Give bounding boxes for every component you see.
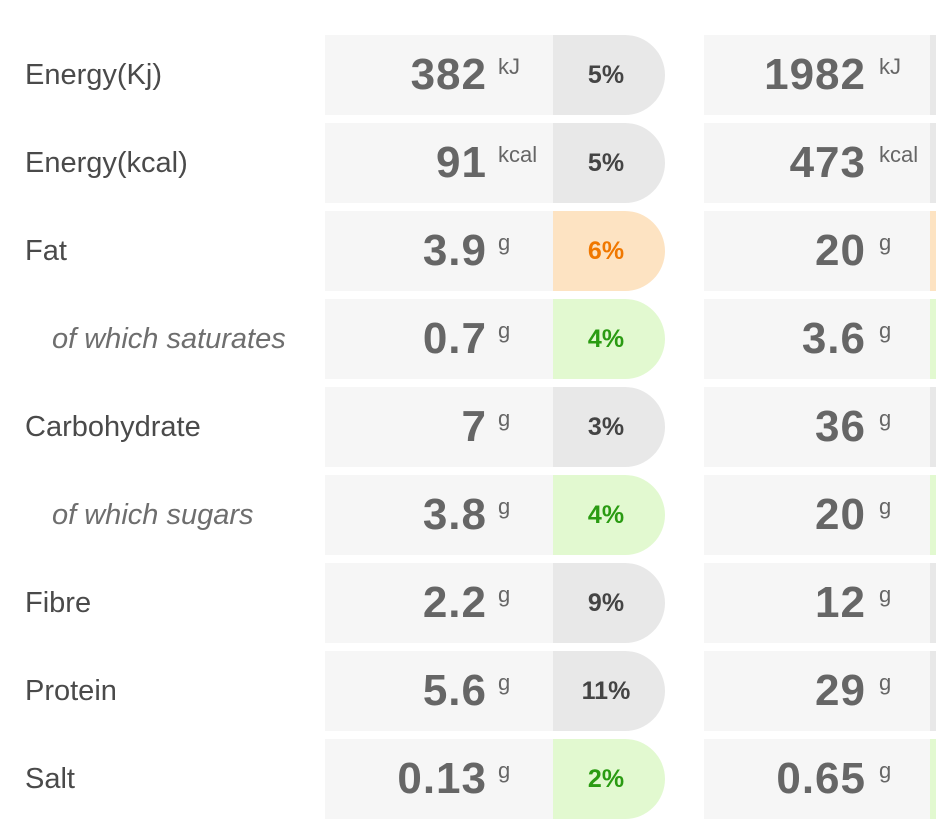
nutrient-label: Fibre — [25, 586, 92, 619]
per-portion-unit: kcal — [879, 142, 919, 167]
nutrient-label: Salt — [25, 762, 75, 795]
per-portion-cell: 0.65 g — [704, 739, 936, 819]
per-100g-unit: g — [498, 230, 511, 255]
reference-intake-percent: 9% — [553, 563, 665, 643]
per-100g-unit: g — [498, 494, 511, 519]
reference-intake-percent: 11% — [553, 651, 665, 731]
nutrient-row: Carbohydrate 7 g 3% 36 g — [0, 387, 936, 475]
per-100g-cell: 5.6 g — [325, 651, 555, 731]
per-portion-value: 473 — [789, 138, 866, 187]
nutrient-label: Carbohydrate — [25, 410, 201, 443]
level-indicator-strip — [930, 651, 936, 731]
per-portion-value: 20 — [815, 226, 866, 275]
per-100g-value: 3.8 — [422, 490, 487, 539]
per-portion-value: 3.6 — [801, 314, 866, 363]
per-100g-cell: 0.13 g — [325, 739, 555, 819]
nutrient-label: of which sugars — [52, 498, 254, 531]
per-100g-unit: g — [498, 758, 511, 783]
nutrient-row: Energy(Kj) 382 kJ 5% 1982 kJ — [0, 35, 936, 123]
nutrient-label: Fat — [25, 234, 67, 267]
per-100g-unit: g — [498, 670, 511, 695]
nutrient-label: Protein — [25, 674, 117, 707]
per-100g-unit: g — [498, 406, 511, 431]
nutrient-row: Fibre 2.2 g 9% 12 g — [0, 563, 936, 651]
reference-intake-percent: 2% — [553, 739, 665, 819]
nutrient-row: of which saturates 0.7 g 4% 3.6 g — [0, 299, 936, 387]
nutrient-row: Protein 5.6 g 11% 29 g — [0, 651, 936, 739]
per-100g-cell: 7 g — [325, 387, 555, 467]
per-100g-unit: kcal — [498, 142, 538, 167]
reference-intake-percent: 5% — [553, 123, 665, 203]
reference-intake-percent: 5% — [553, 35, 665, 115]
per-portion-unit: g — [879, 318, 892, 343]
per-100g-unit: g — [498, 582, 511, 607]
per-portion-cell: 12 g — [704, 563, 936, 643]
nutrient-row: Energy(kcal) 91 kcal 5% 473 kcal — [0, 123, 936, 211]
per-portion-unit: g — [879, 406, 892, 431]
per-100g-value: 0.7 — [422, 314, 487, 363]
level-indicator-strip — [930, 563, 936, 643]
per-portion-unit: kJ — [879, 54, 901, 79]
per-portion-cell: 29 g — [704, 651, 936, 731]
per-portion-cell: 473 kcal — [704, 123, 936, 203]
reference-intake-percent: 4% — [553, 299, 665, 379]
per-portion-value: 0.65 — [776, 754, 866, 803]
reference-intake-percent: 6% — [553, 211, 665, 291]
nutrient-row: of which sugars 3.8 g 4% 20 g — [0, 475, 936, 563]
per-100g-cell: 3.9 g — [325, 211, 555, 291]
level-indicator-strip — [930, 123, 936, 203]
level-indicator-strip — [930, 387, 936, 467]
reference-intake-percent: 3% — [553, 387, 665, 467]
per-portion-unit: g — [879, 582, 892, 607]
per-portion-cell: 20 g — [704, 475, 936, 555]
per-portion-cell: 20 g — [704, 211, 936, 291]
nutrition-table: Energy(Kj) 382 kJ 5% 1982 kJ Energy(kcal… — [0, 35, 936, 827]
per-portion-value: 29 — [815, 666, 866, 715]
per-portion-unit: g — [879, 494, 892, 519]
nutrient-label: Energy(Kj) — [25, 58, 162, 91]
per-100g-value: 7 — [461, 402, 487, 451]
nutrient-row: Salt 0.13 g 2% 0.65 g — [0, 739, 936, 827]
per-portion-cell: 3.6 g — [704, 299, 936, 379]
per-portion-unit: g — [879, 670, 892, 695]
per-100g-cell: 91 kcal — [325, 123, 555, 203]
per-portion-value: 12 — [815, 578, 866, 627]
per-100g-cell: 2.2 g — [325, 563, 555, 643]
level-indicator-strip — [930, 211, 936, 291]
per-portion-value: 36 — [815, 402, 866, 451]
per-100g-cell: 382 kJ — [325, 35, 555, 115]
level-indicator-strip — [930, 739, 936, 819]
nutrient-row: Fat 3.9 g 6% 20 g — [0, 211, 936, 299]
per-100g-value: 91 — [436, 138, 487, 187]
nutrient-label: Energy(kcal) — [25, 146, 188, 179]
per-portion-cell: 36 g — [704, 387, 936, 467]
nutrient-label: of which saturates — [52, 322, 286, 355]
level-indicator-strip — [930, 475, 936, 555]
per-portion-unit: g — [879, 758, 892, 783]
per-100g-value: 0.13 — [397, 754, 487, 803]
level-indicator-strip — [930, 299, 936, 379]
per-portion-value: 20 — [815, 490, 866, 539]
per-100g-cell: 3.8 g — [325, 475, 555, 555]
level-indicator-strip — [930, 35, 936, 115]
per-portion-cell: 1982 kJ — [704, 35, 936, 115]
per-100g-unit: g — [498, 318, 511, 343]
reference-intake-percent: 4% — [553, 475, 665, 555]
per-100g-value: 2.2 — [422, 578, 487, 627]
per-100g-value: 382 — [410, 50, 487, 99]
per-100g-value: 5.6 — [422, 666, 487, 715]
per-100g-cell: 0.7 g — [325, 299, 555, 379]
per-portion-unit: g — [879, 230, 892, 255]
per-portion-value: 1982 — [764, 50, 866, 99]
per-100g-unit: kJ — [498, 54, 520, 79]
per-100g-value: 3.9 — [422, 226, 487, 275]
